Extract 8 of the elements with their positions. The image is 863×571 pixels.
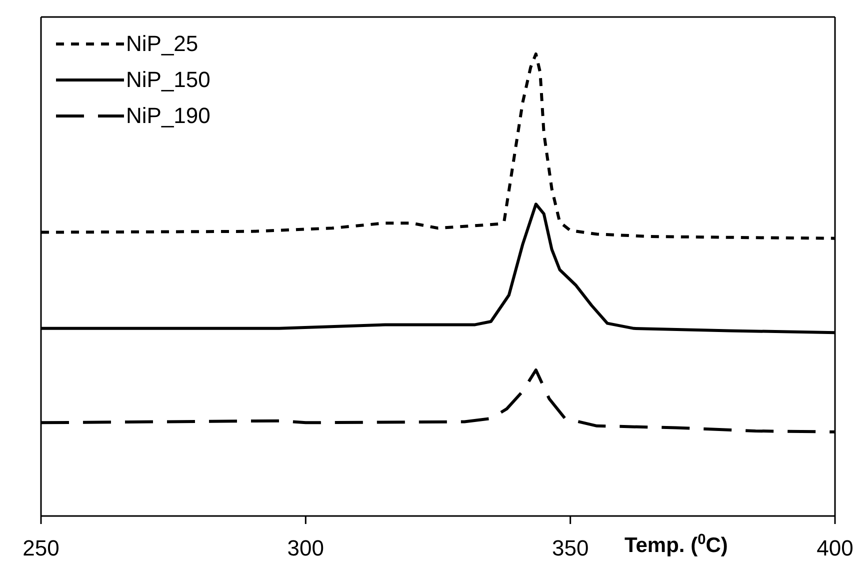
x-axis-title: Temp. ($^{0}$C) bbox=[624, 532, 728, 557]
legend-label: NiP_25 bbox=[126, 30, 198, 58]
x-tick-label: 400 bbox=[816, 536, 854, 561]
x-tick-label: 250 bbox=[22, 536, 60, 561]
x-tick-label: 300 bbox=[287, 536, 324, 561]
legend-label: NiP_150 bbox=[126, 66, 210, 94]
x-tick-label: 350 bbox=[552, 536, 589, 561]
legend-label: NiP_190 bbox=[126, 102, 210, 130]
